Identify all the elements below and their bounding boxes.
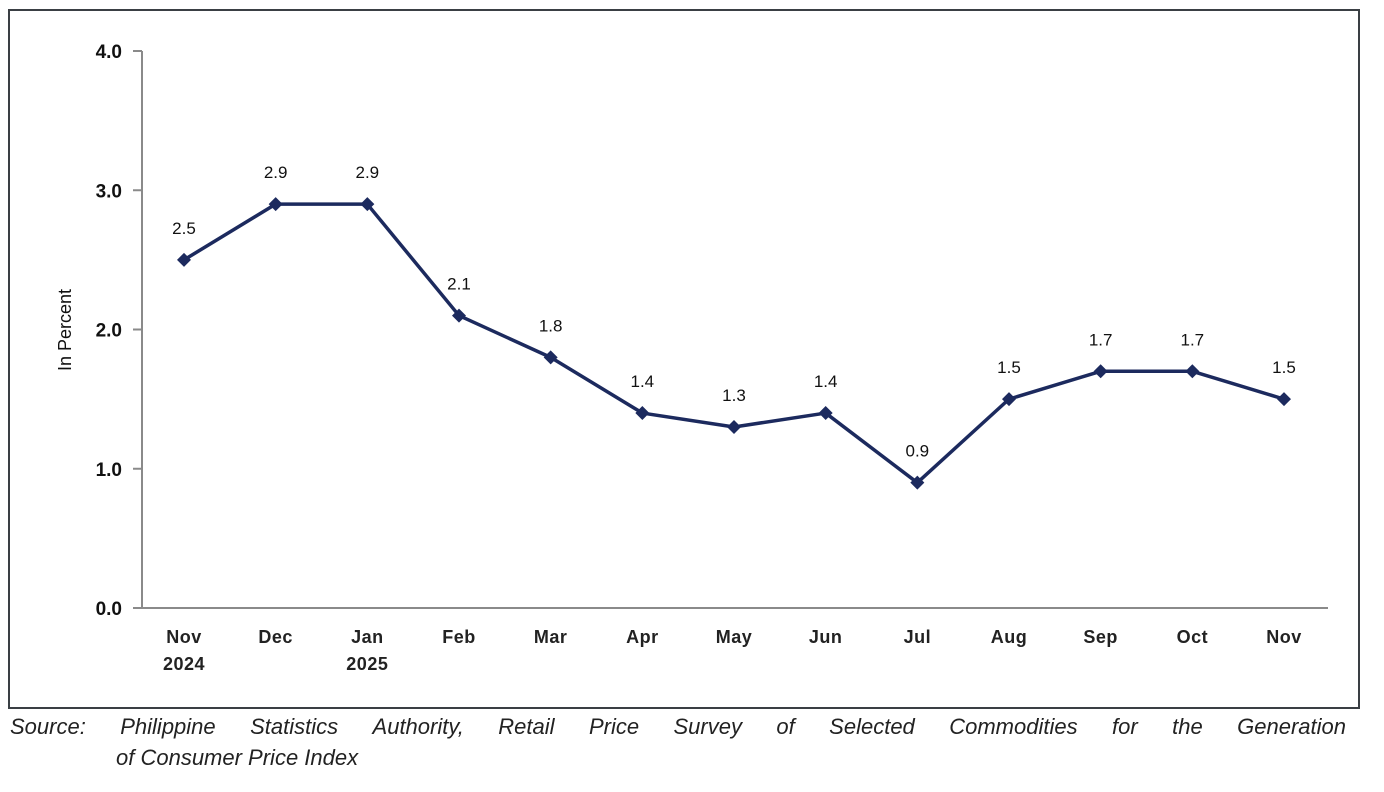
x-tick-label: Mar (534, 627, 568, 647)
y-tick-label: 4.0 (96, 42, 122, 63)
x-tick-label: Nov (1266, 627, 1302, 647)
data-point-marker (635, 406, 650, 421)
source-word: Statistics (250, 714, 339, 739)
source-word: Survey (673, 714, 742, 739)
data-point-marker (818, 406, 833, 421)
x-tick-label: Jun (809, 627, 843, 647)
source-word: Philippine (120, 714, 216, 739)
x-tick-label: 2025 (346, 654, 388, 674)
data-label: 1.7 (1089, 330, 1113, 349)
data-label: 1.3 (722, 386, 746, 405)
data-label: 2.9 (264, 163, 288, 182)
data-point-marker (543, 350, 558, 365)
data-point-marker (1093, 364, 1108, 379)
data-point-marker (1185, 364, 1200, 379)
x-tick-label: Feb (442, 627, 476, 647)
source-line-1: Source: Philippine Statistics Authority, Ret… (10, 711, 1346, 742)
data-label: 2.1 (447, 275, 471, 294)
y-tick-label: 1.0 (96, 460, 122, 481)
data-point-marker (727, 419, 741, 434)
source-word: the (1172, 714, 1203, 739)
chart-frame (8, 9, 1360, 709)
data-point-marker (268, 197, 283, 212)
y-axis-ticks: 0.0 1.0 2.0 3.0 4.0 (96, 42, 142, 620)
data-label: 1.7 (1181, 330, 1205, 349)
source-word: Retail (498, 714, 555, 739)
data-point-marker (360, 197, 375, 212)
source-word: Authority, (372, 714, 464, 739)
data-point-marker (1277, 392, 1291, 407)
data-label: 0.9 (906, 442, 930, 461)
x-tick-label: Apr (626, 627, 659, 647)
data-point-marker (1002, 392, 1016, 407)
axes (141, 51, 1328, 609)
y-tick-label: 3.0 (96, 181, 122, 202)
data-label: 1.5 (1272, 358, 1296, 377)
x-tick-label: Sep (1083, 627, 1118, 647)
x-tick-label: Nov (166, 627, 202, 647)
x-tick-label: Jul (904, 627, 932, 647)
source-word: Price (588, 714, 640, 739)
source-word: Commodities (949, 714, 1078, 739)
y-axis-label: In Percent (55, 289, 75, 371)
x-tick-label: Jan (351, 627, 384, 647)
data-labels: 2.5 2.9 2.9 2.1 1.8 1.4 1.3 1.4 0.9 1.5 1.7 1.7 1.5 (172, 163, 1296, 461)
x-tick-label: Aug (991, 627, 1028, 647)
data-point-marker (910, 475, 925, 490)
x-tick-label: Oct (1177, 627, 1209, 647)
source-word: Generation (1237, 714, 1346, 739)
data-label: 1.4 (631, 372, 655, 391)
data-label: 1.5 (997, 358, 1021, 377)
x-tick-label: Dec (258, 627, 293, 647)
series-group (177, 197, 1291, 490)
data-label: 1.4 (814, 372, 838, 391)
data-label: 1.8 (539, 316, 563, 335)
x-tick-label: 2024 (163, 654, 205, 674)
data-label: 2.5 (172, 219, 196, 238)
data-point-marker (177, 252, 191, 267)
data-point-marker (452, 308, 466, 323)
y-tick-label: 2.0 (96, 321, 122, 342)
source-word: for (1112, 714, 1138, 739)
source-word: Selected (829, 714, 915, 739)
series-line (183, 202, 1285, 485)
data-label: 2.9 (356, 163, 380, 182)
x-axis-ticks: Nov 2024 Dec Jan 2025 Feb Mar Apr May Jun Jul Aug Se… (163, 627, 1302, 674)
source-word: of (776, 714, 795, 739)
y-tick-label: 0.0 (96, 599, 122, 620)
source-line-2: of Consumer Price Index (116, 745, 359, 770)
source-note: Source: Philippine Statistics Authority, Ret… (10, 711, 1346, 773)
source-word: Source: (10, 714, 86, 739)
x-tick-label: May (716, 627, 753, 647)
